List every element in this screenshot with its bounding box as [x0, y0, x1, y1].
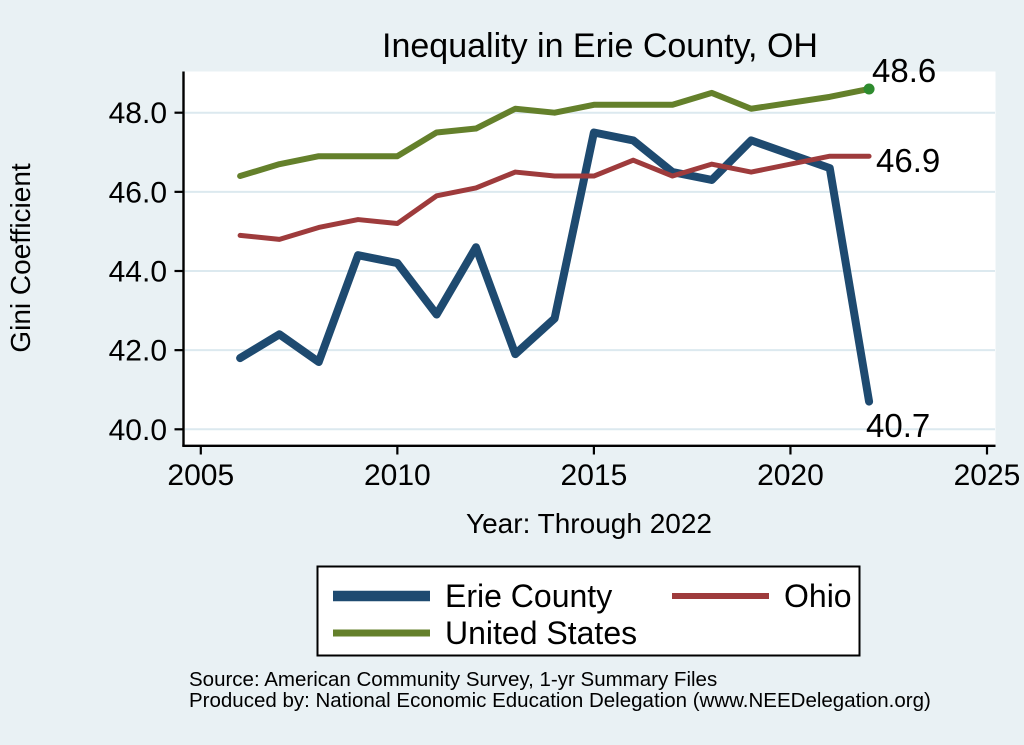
y-axis-title: Gini Coefficient [5, 163, 36, 353]
y-tick-label: 46.0 [109, 176, 167, 209]
plot-area [183, 71, 996, 446]
producer-note: Produced by: National Economic Education… [189, 689, 931, 712]
x-tick-label: 2025 [954, 459, 1021, 492]
legend-label-united-states: United States [445, 615, 637, 651]
us-end-marker [863, 83, 875, 95]
x-tick-label: 2015 [561, 459, 628, 492]
x-tick-label: 2005 [167, 459, 234, 492]
united-states-line [237, 85, 873, 180]
series-lines [236, 85, 874, 406]
source-note: Source: American Community Survey, 1-yr … [189, 668, 717, 691]
x-tick-label: 2020 [757, 459, 824, 492]
y-tick-label: 44.0 [109, 256, 167, 289]
end-label-united-states: 48.6 [872, 52, 936, 89]
x-axis-title: Year: Through 2022 [466, 508, 712, 539]
chart-title: Inequality in Erie County, OH [382, 27, 818, 65]
erie-county-line [236, 128, 874, 406]
legend-label-ohio: Ohio [784, 578, 852, 614]
y-tick-label: 48.0 [109, 97, 167, 130]
legend-box [316, 565, 861, 657]
axis-ticks: 40.0 42.0 44.0 46.0 48.0 2005 2010 2015 2020 2025 [109, 97, 1021, 492]
y-tick-label: 40.0 [109, 414, 167, 447]
legend-label-erie-county: Erie County [445, 578, 612, 614]
end-label-ohio: 46.9 [876, 142, 940, 179]
x-tick-label: 2010 [364, 459, 431, 492]
legend: Erie County Ohio United States [316, 565, 861, 657]
ohio-line [237, 153, 872, 242]
end-label-erie-county: 40.7 [866, 407, 930, 444]
y-tick-label: 42.0 [109, 335, 167, 368]
